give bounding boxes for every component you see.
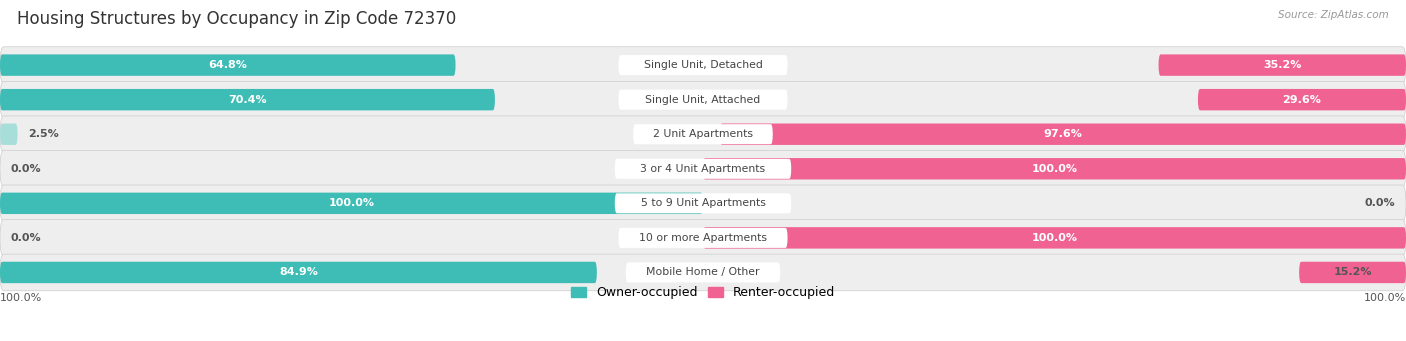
FancyBboxPatch shape	[0, 193, 703, 214]
FancyBboxPatch shape	[614, 193, 792, 213]
Text: 2.5%: 2.5%	[28, 129, 59, 139]
FancyBboxPatch shape	[0, 81, 1406, 118]
Text: 10 or more Apartments: 10 or more Apartments	[638, 233, 768, 243]
Text: Single Unit, Detached: Single Unit, Detached	[644, 60, 762, 70]
Text: 100.0%: 100.0%	[1364, 293, 1406, 303]
FancyBboxPatch shape	[0, 89, 495, 110]
Text: Housing Structures by Occupancy in Zip Code 72370: Housing Structures by Occupancy in Zip C…	[17, 10, 456, 28]
Text: 35.2%: 35.2%	[1263, 60, 1302, 70]
Text: 64.8%: 64.8%	[208, 60, 247, 70]
Text: 0.0%: 0.0%	[10, 164, 41, 174]
Text: 97.6%: 97.6%	[1043, 129, 1083, 139]
FancyBboxPatch shape	[0, 123, 17, 145]
Text: Single Unit, Attached: Single Unit, Attached	[645, 95, 761, 105]
Text: 100.0%: 100.0%	[329, 198, 374, 208]
Text: 0.0%: 0.0%	[10, 233, 41, 243]
Text: 2 Unit Apartments: 2 Unit Apartments	[652, 129, 754, 139]
Text: 29.6%: 29.6%	[1282, 95, 1322, 105]
FancyBboxPatch shape	[633, 124, 773, 144]
Text: 100.0%: 100.0%	[1032, 164, 1077, 174]
FancyBboxPatch shape	[0, 262, 596, 283]
FancyBboxPatch shape	[0, 254, 1406, 291]
FancyBboxPatch shape	[626, 263, 780, 282]
FancyBboxPatch shape	[0, 150, 1406, 187]
Text: 0.0%: 0.0%	[1365, 198, 1395, 208]
FancyBboxPatch shape	[619, 90, 787, 110]
FancyBboxPatch shape	[619, 228, 787, 248]
Text: 100.0%: 100.0%	[1032, 233, 1077, 243]
Text: 5 to 9 Unit Apartments: 5 to 9 Unit Apartments	[641, 198, 765, 208]
FancyBboxPatch shape	[703, 158, 1406, 179]
FancyBboxPatch shape	[703, 227, 1406, 249]
FancyBboxPatch shape	[1159, 55, 1406, 76]
Legend: Owner-occupied, Renter-occupied: Owner-occupied, Renter-occupied	[567, 281, 839, 304]
FancyBboxPatch shape	[720, 123, 1406, 145]
Text: Source: ZipAtlas.com: Source: ZipAtlas.com	[1278, 10, 1389, 20]
FancyBboxPatch shape	[1299, 262, 1406, 283]
FancyBboxPatch shape	[0, 55, 456, 76]
Text: Mobile Home / Other: Mobile Home / Other	[647, 267, 759, 278]
Text: 100.0%: 100.0%	[0, 293, 42, 303]
FancyBboxPatch shape	[0, 116, 1406, 152]
FancyBboxPatch shape	[619, 55, 787, 75]
Text: 70.4%: 70.4%	[228, 95, 267, 105]
Text: 3 or 4 Unit Apartments: 3 or 4 Unit Apartments	[641, 164, 765, 174]
Text: 84.9%: 84.9%	[278, 267, 318, 278]
FancyBboxPatch shape	[0, 47, 1406, 84]
FancyBboxPatch shape	[1198, 89, 1406, 110]
FancyBboxPatch shape	[0, 220, 1406, 256]
FancyBboxPatch shape	[614, 159, 792, 179]
FancyBboxPatch shape	[0, 185, 1406, 222]
Text: 15.2%: 15.2%	[1333, 267, 1372, 278]
